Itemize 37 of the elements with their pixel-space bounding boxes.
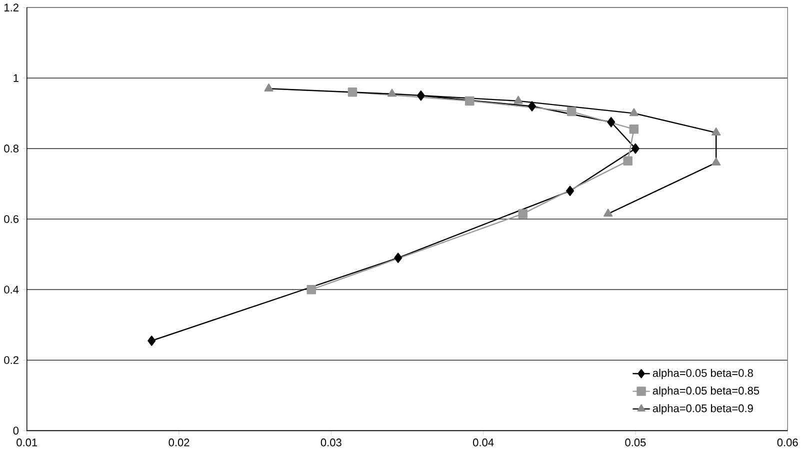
point [629, 108, 638, 116]
point [514, 96, 523, 104]
point [264, 83, 274, 92]
x-tick-label: 0.01 [16, 438, 38, 446]
point [416, 90, 425, 101]
x-tick-label: 0.06 [777, 438, 798, 446]
y-tick-label: 0.2 [4, 356, 18, 364]
point [388, 88, 397, 97]
point [348, 88, 358, 97]
legend-label: alpha=0.05 beta=0.85 [652, 386, 760, 397]
x-tick-label: 0.04 [473, 438, 494, 446]
point [604, 208, 613, 217]
y-tick-label: 0.4 [4, 286, 19, 294]
point [629, 124, 639, 134]
point [518, 209, 528, 218]
y-tick-label: 1 [14, 74, 18, 82]
point [712, 128, 721, 136]
point [712, 158, 721, 166]
legend-label: alpha=0.05 beta=0.9 [652, 404, 753, 414]
point [394, 252, 402, 263]
point [465, 96, 474, 106]
y-tick-label: 1.2 [4, 4, 18, 12]
legend-label: alpha=0.05 beta=0.8 [652, 368, 753, 380]
y-tick-label: 0.8 [4, 144, 18, 152]
point [607, 116, 616, 128]
y-tick-label: 0 [13, 426, 19, 435]
point [306, 284, 316, 294]
point [566, 186, 574, 196]
point [631, 143, 640, 154]
point [623, 156, 632, 166]
x-tick-label: 0.03 [320, 438, 342, 446]
point [528, 101, 536, 112]
y-tick-label: 0.6 [4, 215, 18, 223]
x-tick-label: 0.02 [168, 438, 190, 446]
x-tick-label: 0.05 [625, 438, 646, 446]
point [148, 336, 156, 346]
point [566, 106, 576, 116]
